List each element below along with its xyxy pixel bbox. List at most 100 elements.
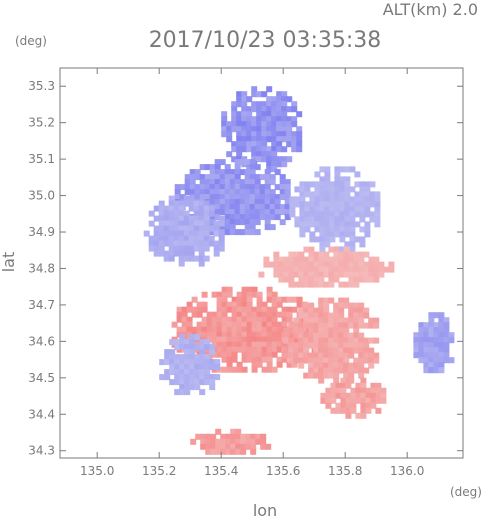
velocity-cell [291,116,298,123]
velocity-cell [338,362,345,369]
velocity-cell [158,245,165,252]
velocity-cell [183,255,190,262]
velocity-cell [234,189,241,196]
velocity-cell [209,194,216,201]
velocity-cell [181,316,188,323]
velocity-cell [350,397,357,404]
velocity-cell [266,366,273,373]
velocity-cell [298,307,305,314]
velocity-cell [256,311,263,318]
velocity-cell [348,377,355,384]
velocity-cell [330,382,337,389]
velocity-cell [224,229,231,236]
velocity-cell [236,321,243,328]
velocity-cell [329,186,336,193]
velocity-cell [334,171,341,178]
velocity-cell [246,301,253,308]
velocity-cell [309,236,316,243]
velocity-cell [329,181,336,188]
velocity-cell [261,301,268,308]
velocity-cell [363,307,370,314]
velocity-cell [178,255,185,262]
velocity-cell [261,116,268,123]
velocity-cell [246,316,253,323]
velocity-cell [186,326,193,333]
velocity-cell [271,346,278,353]
velocity-cell [329,206,336,213]
velocity-cell [298,261,305,268]
velocity-cell [236,96,243,103]
velocity-cell [338,347,345,354]
velocity-cell [303,317,310,324]
velocity-cell [183,215,190,222]
velocity-cell [251,291,258,298]
velocity-cell [298,276,305,283]
velocity-cell [271,321,278,328]
velocity-cell [338,307,345,314]
velocity-cell [348,261,355,268]
velocity-cell [323,307,330,314]
velocity-cell [249,159,256,166]
velocity-cell [221,366,228,373]
velocity-cell [271,311,278,318]
velocity-cell [179,194,186,201]
velocity-cell [198,215,205,222]
velocity-cell [303,307,310,314]
velocity-cell [274,169,281,176]
velocity-cell [318,342,325,349]
velocity-cell [309,216,316,223]
velocity-cell [358,332,365,339]
velocity-cell [240,438,247,445]
velocity-cell [348,307,355,314]
velocity-cell [224,169,231,176]
velocity-cell [339,181,346,188]
velocity-cell [438,347,445,354]
velocity-cell [191,326,198,333]
velocity-cell [246,96,253,103]
velocity-cell [236,91,243,98]
velocity-cell [204,174,211,181]
velocity-cell [334,231,341,238]
velocity-cell [226,316,233,323]
velocity-cell [153,250,160,257]
velocity-cell [335,387,342,394]
velocity-cell [428,332,435,339]
velocity-cell [231,351,238,358]
velocity-cell [236,331,243,338]
velocity-cell [266,116,273,123]
velocity-cell [428,342,435,349]
velocity-cell [288,347,295,354]
velocity-cell [251,346,258,353]
velocity-cell [298,312,305,319]
velocity-cell [283,256,290,263]
velocity-cell [309,191,316,198]
velocity-cell [320,392,327,399]
velocity-cell [368,322,375,329]
velocity-cell [344,201,351,208]
velocity-cell [308,307,315,314]
velocity-cell [241,116,248,123]
velocity-cell [370,397,377,404]
velocity-cell [358,256,365,263]
velocity-cell [239,159,246,166]
velocity-cell [193,215,200,222]
velocity-cell [313,372,320,379]
velocity-cell [199,189,206,196]
velocity-cell [281,111,288,118]
velocity-cell [353,256,360,263]
velocity-cell [236,311,243,318]
velocity-cell [348,347,355,354]
velocity-cell [168,200,175,207]
velocity-cell [323,322,330,329]
velocity-cell [365,402,372,409]
velocity-cell [269,174,276,181]
velocity-cell [234,169,241,176]
velocity-cell [219,184,226,191]
velocity-cell [209,189,216,196]
velocity-cell [241,91,248,98]
velocity-cell [256,361,263,368]
velocity-cell [288,276,295,283]
velocity-cell [256,316,263,323]
velocity-cell [343,357,350,364]
